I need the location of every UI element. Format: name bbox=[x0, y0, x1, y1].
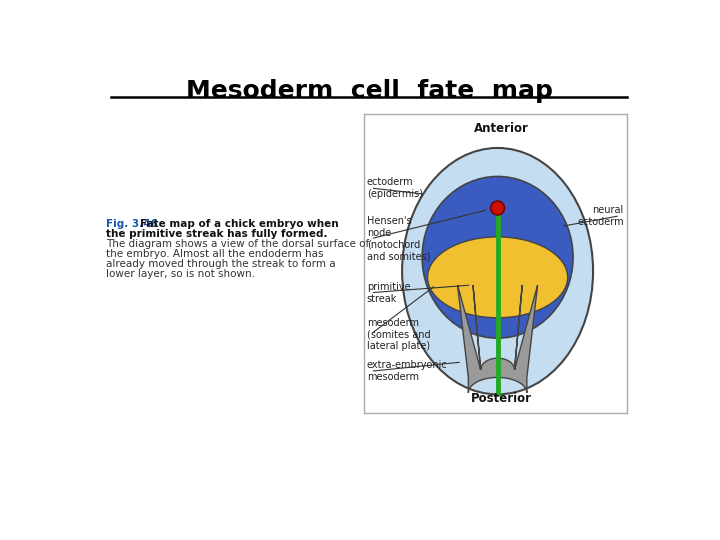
Text: neural
ectoderm: neural ectoderm bbox=[577, 205, 624, 226]
Text: Fate map of a chick embryo when: Fate map of a chick embryo when bbox=[140, 219, 338, 229]
Text: the primitive streak has fully formed.: the primitive streak has fully formed. bbox=[106, 229, 327, 239]
Text: lower layer, so is not shown.: lower layer, so is not shown. bbox=[106, 269, 255, 279]
Ellipse shape bbox=[428, 237, 567, 318]
Text: already moved through the streak to form a: already moved through the streak to form… bbox=[106, 259, 336, 269]
Text: Posterior: Posterior bbox=[471, 392, 532, 405]
Text: The diagram shows a view of the dorsal surface of: The diagram shows a view of the dorsal s… bbox=[106, 239, 369, 249]
Text: ectoderm
(epidermis): ectoderm (epidermis) bbox=[366, 177, 423, 199]
Polygon shape bbox=[457, 285, 538, 393]
Circle shape bbox=[490, 201, 505, 215]
Ellipse shape bbox=[422, 177, 573, 338]
Ellipse shape bbox=[402, 148, 593, 394]
Text: extra-embryonic
mesoderm: extra-embryonic mesoderm bbox=[366, 361, 447, 382]
FancyBboxPatch shape bbox=[364, 114, 627, 413]
Text: Anterior: Anterior bbox=[474, 122, 529, 135]
Text: Mesoderm  cell  fate  map: Mesoderm cell fate map bbox=[186, 79, 552, 103]
Text: Hensen's
node
(notochord
and somites): Hensen's node (notochord and somites) bbox=[366, 217, 430, 261]
Text: Fig. 3.46: Fig. 3.46 bbox=[106, 219, 158, 229]
Text: the embryo. Almost all the endoderm has: the embryo. Almost all the endoderm has bbox=[106, 249, 323, 259]
Text: primitive
streak: primitive streak bbox=[366, 282, 410, 303]
Text: mesoderm
(somites and
lateral plate): mesoderm (somites and lateral plate) bbox=[366, 318, 431, 351]
